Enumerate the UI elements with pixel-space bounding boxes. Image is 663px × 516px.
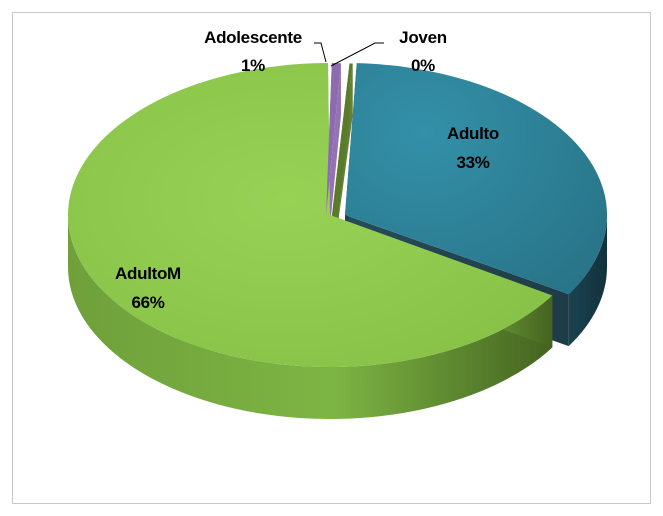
label-adulto-name: Adulto [447, 124, 499, 143]
label-adultom-name: AdultoM [115, 264, 181, 283]
pie-side-adulto-0 [568, 215, 607, 347]
label-joven-pct: 0% [411, 56, 435, 75]
pie-slice-adulto [345, 63, 607, 295]
pie-slice-joven [332, 63, 353, 216]
label-adolescente-name: Adolescente [204, 28, 302, 47]
pie-slice-adolescente [326, 63, 341, 215]
leader-line-adolescente [314, 42, 327, 63]
label-joven-name: Joven [399, 28, 447, 47]
leader-line-joven [330, 42, 384, 67]
pie-slice-adultom [67, 63, 553, 368]
pie-cut-joven-1 [332, 63, 353, 267]
label-adolescente-pct: 1% [241, 56, 265, 75]
pie-side-adultom-0 [68, 215, 553, 419]
label-adultom-pct: 66% [131, 293, 164, 312]
label-adulto-pct: 33% [456, 153, 489, 172]
